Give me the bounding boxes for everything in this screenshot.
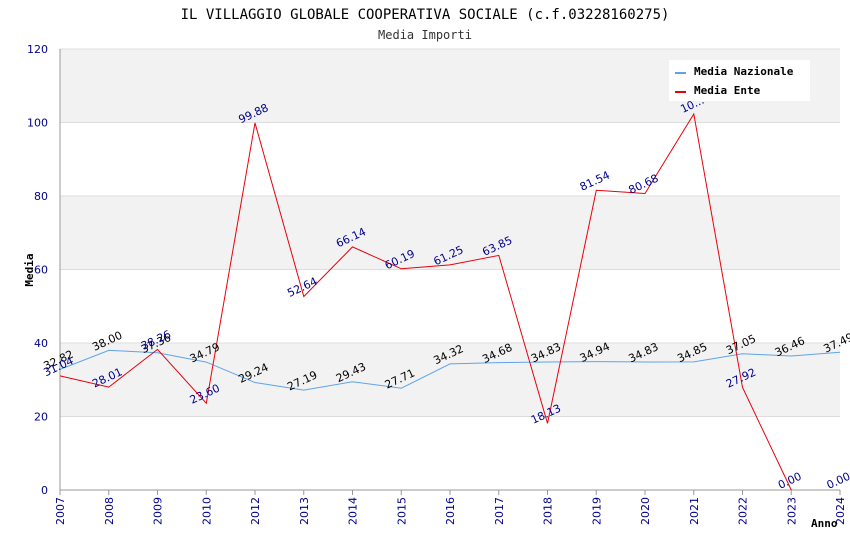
series-lines [59,112,841,491]
x-tick-label: 2018 [542,497,555,525]
x-tick-label: 2024 [834,497,847,525]
x-tick-label: 2019 [590,497,603,525]
x-tick-label: 2007 [54,497,67,525]
y-axis-label: Media [23,253,36,286]
y-tick-labels: 0 20 40 60 80 100 120 [27,43,48,497]
axes [59,49,841,495]
y-tick-label: 120 [27,43,48,56]
legend: Media Nazionale Media Ente [669,60,810,101]
y-tick-label: 80 [34,190,48,203]
x-tick-label: 2017 [493,497,506,525]
x-tick-label: 2023 [785,497,798,525]
grid-band [60,416,840,490]
x-tick-label: 2010 [200,497,213,525]
x-tick-label: 2020 [639,497,652,525]
x-tick-label: 2015 [395,497,408,525]
x-axis-label: Anno [811,517,838,530]
y-tick-label: 20 [34,411,48,424]
chart-subtitle: Media Importi [378,28,472,42]
x-tick-labels: 2007 2008 2009 2010 2012 2013 2014 2015 2016 2017… [54,497,847,525]
series-line-ente [59,112,792,491]
grid-band [60,343,840,417]
legend-entry-ente: Media Ente [694,84,761,97]
y-tick-label: 40 [34,337,48,350]
x-tick-label: 2016 [444,497,457,525]
grid-band [60,196,840,270]
x-tick-label: 2014 [347,497,360,525]
grid-band [60,269,840,343]
legend-box [669,60,810,101]
grid-band [60,122,840,196]
legend-entry-nazionale: Media Nazionale [694,65,794,78]
y-tick-label: 100 [27,117,48,130]
x-tick-label: 2013 [298,497,311,525]
x-tick-label: 2012 [249,497,262,525]
y-tick-label: 0 [41,484,48,497]
x-tick-label: 2021 [688,497,701,525]
series-line-nazionale [59,349,841,391]
chart-title: IL VILLAGGIO GLOBALE COOPERATIVA SOCIALE… [181,7,670,23]
x-tick-label: 2008 [103,497,116,525]
x-tick-label: 2009 [152,497,165,525]
x-tick-label: 2022 [737,497,750,525]
y-tick-label: 60 [34,264,48,277]
